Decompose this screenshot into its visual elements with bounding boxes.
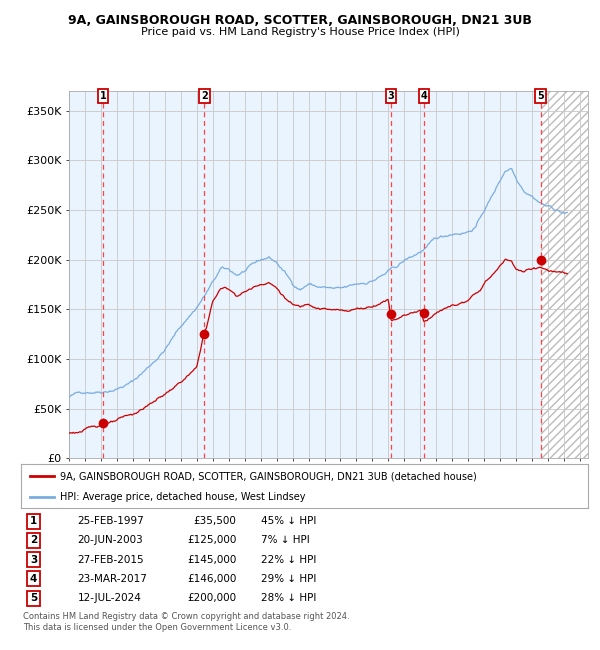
- Text: 12-JUL-2024: 12-JUL-2024: [78, 593, 142, 603]
- Text: 1: 1: [100, 91, 107, 101]
- Text: 2: 2: [201, 91, 208, 101]
- Bar: [541, 91, 588, 458]
- Text: 4: 4: [421, 91, 427, 101]
- Text: 3: 3: [388, 91, 394, 101]
- Bar: [69, 91, 103, 458]
- Bar: [424, 91, 541, 458]
- Text: 25-FEB-1997: 25-FEB-1997: [78, 516, 145, 526]
- Text: 7% ↓ HPI: 7% ↓ HPI: [248, 536, 310, 545]
- Text: 20-JUN-2003: 20-JUN-2003: [78, 536, 143, 545]
- Bar: [103, 91, 204, 458]
- Text: 27-FEB-2015: 27-FEB-2015: [78, 554, 145, 565]
- Text: £200,000: £200,000: [187, 593, 236, 603]
- Text: 28% ↓ HPI: 28% ↓ HPI: [248, 593, 316, 603]
- Text: This data is licensed under the Open Government Licence v3.0.: This data is licensed under the Open Gov…: [23, 623, 291, 632]
- Text: 23-MAR-2017: 23-MAR-2017: [78, 574, 148, 584]
- Text: 4: 4: [30, 574, 37, 584]
- Text: 3: 3: [30, 554, 37, 565]
- Text: 5: 5: [30, 593, 37, 603]
- Bar: [204, 91, 391, 458]
- Text: 1: 1: [30, 516, 37, 526]
- Text: £125,000: £125,000: [187, 536, 236, 545]
- Bar: [391, 91, 424, 458]
- Text: 5: 5: [537, 91, 544, 101]
- Text: 9A, GAINSBOROUGH ROAD, SCOTTER, GAINSBOROUGH, DN21 3UB (detached house): 9A, GAINSBOROUGH ROAD, SCOTTER, GAINSBOR…: [59, 471, 476, 481]
- Text: £146,000: £146,000: [187, 574, 236, 584]
- Text: 2: 2: [30, 536, 37, 545]
- Text: Contains HM Land Registry data © Crown copyright and database right 2024.: Contains HM Land Registry data © Crown c…: [23, 612, 349, 621]
- Bar: [541, 91, 588, 458]
- Text: £145,000: £145,000: [187, 554, 236, 565]
- Text: 45% ↓ HPI: 45% ↓ HPI: [248, 516, 316, 526]
- Text: 9A, GAINSBOROUGH ROAD, SCOTTER, GAINSBOROUGH, DN21 3UB: 9A, GAINSBOROUGH ROAD, SCOTTER, GAINSBOR…: [68, 14, 532, 27]
- Text: Price paid vs. HM Land Registry's House Price Index (HPI): Price paid vs. HM Land Registry's House …: [140, 27, 460, 37]
- Text: 29% ↓ HPI: 29% ↓ HPI: [248, 574, 316, 584]
- Text: HPI: Average price, detached house, West Lindsey: HPI: Average price, detached house, West…: [59, 492, 305, 502]
- Text: 22% ↓ HPI: 22% ↓ HPI: [248, 554, 316, 565]
- Text: £35,500: £35,500: [194, 516, 236, 526]
